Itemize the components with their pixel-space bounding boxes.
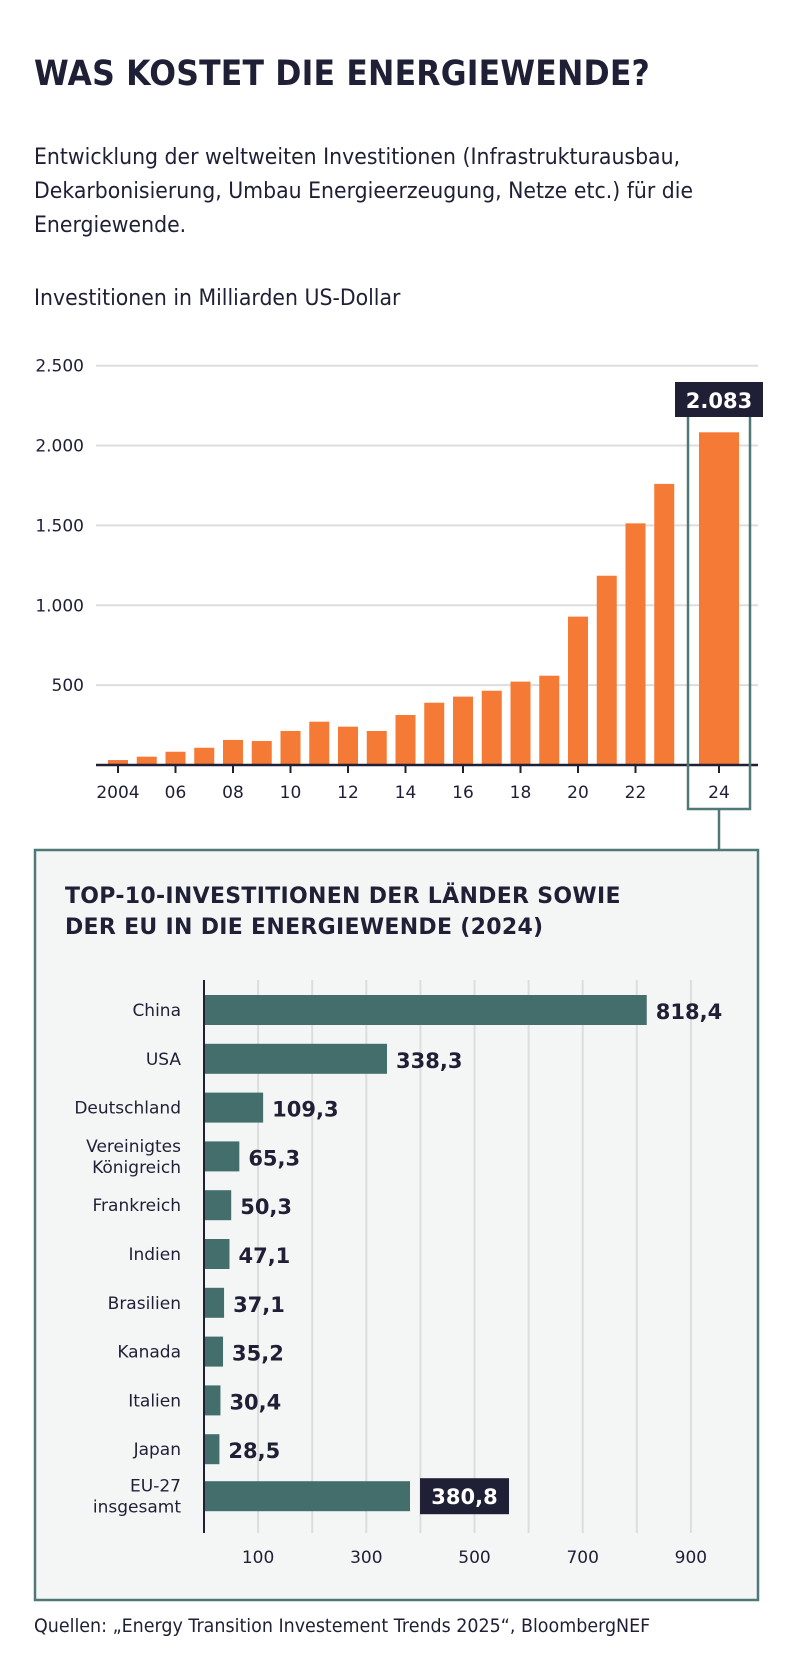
x-tick-label: 06	[165, 783, 187, 803]
panel-x-tick-label: 300	[350, 1548, 382, 1568]
bar-2007	[194, 747, 215, 765]
country-label: insgesamt	[93, 1498, 181, 1518]
country-bar	[204, 1481, 411, 1512]
page-title: WAS KOSTET DIE ENERGIEWENDE?	[34, 54, 650, 94]
country-label: Deutschland	[74, 1099, 181, 1119]
value-label: 47,1	[238, 1244, 290, 1268]
x-tick-label: 22	[625, 783, 647, 803]
country-label: Kanada	[117, 1343, 181, 1363]
country-label: Königreich	[92, 1158, 181, 1178]
bar-2017	[481, 690, 502, 765]
country-bar	[204, 1092, 264, 1123]
y-tick-label: 2.000	[35, 437, 84, 457]
bar-2005	[136, 756, 157, 765]
panel-title-line: DER EU IN DIE ENERGIEWENDE (2024)	[65, 915, 543, 940]
value-label: 109,3	[272, 1098, 338, 1122]
bar-2010	[280, 730, 301, 765]
y-axis-title: Investitionen in Milliarden US-Dollar	[34, 286, 401, 311]
bar-2004	[108, 760, 128, 765]
value-label-box	[675, 382, 763, 417]
source-note: Quellen: „Energy Transition Investement …	[34, 1615, 651, 1637]
panel-x-tick-label: 900	[675, 1548, 707, 1568]
country-label: Japan	[133, 1440, 181, 1460]
bar-2018	[510, 681, 531, 765]
x-tick-label: 2004	[96, 783, 139, 803]
country-label: Italien	[128, 1391, 181, 1411]
main-chart-bars	[108, 432, 739, 765]
panel-x-tick-label: 500	[458, 1548, 490, 1568]
x-tick-label: 12	[337, 783, 359, 803]
y-tick-label: 2.500	[35, 357, 84, 377]
bar-2009	[251, 741, 272, 765]
panel-title-line: TOP-10-INVESTITIONEN DER LÄNDER SOWIE	[65, 883, 621, 909]
bar-2023	[654, 483, 675, 765]
panel-x-tick-label: 100	[242, 1548, 274, 1568]
bar-2006	[165, 751, 186, 765]
x-tick-label: 24	[708, 783, 730, 803]
value-label: 35,2	[232, 1342, 284, 1366]
value-label: 37,1	[233, 1293, 285, 1317]
bar-2021	[596, 575, 617, 765]
bar-2012	[338, 726, 358, 765]
bar-2024	[699, 432, 739, 765]
country-label: Frankreich	[93, 1196, 182, 1216]
country-label: EU-27	[130, 1477, 181, 1497]
main-chart-gridlines: 500 1.000 1.500 2.000 2.500	[35, 357, 758, 696]
bar-2022	[625, 523, 646, 765]
bar-2019	[539, 675, 560, 765]
country-bar	[204, 1043, 388, 1074]
country-bar	[204, 1190, 232, 1221]
country-label: USA	[146, 1050, 182, 1070]
value-label-2024: 2.083	[686, 389, 752, 413]
highlight-2024: 2.083	[675, 382, 763, 849]
country-label: Brasilien	[108, 1294, 181, 1314]
bar-2011	[309, 721, 330, 765]
value-label: 50,3	[240, 1195, 292, 1219]
country-bar	[204, 1239, 230, 1269]
country-label: Indien	[128, 1245, 181, 1265]
x-tick-label: 10	[280, 783, 302, 803]
value-label: 338,3	[396, 1049, 462, 1073]
country-bar	[204, 1434, 220, 1465]
bar-2014	[395, 715, 416, 765]
panel-x-tick-label: 700	[566, 1548, 598, 1568]
value-label: 65,3	[248, 1146, 300, 1170]
x-tick-label: 08	[222, 783, 244, 803]
country-bar	[204, 1385, 221, 1416]
y-tick-label: 500	[52, 676, 84, 696]
bar-2013	[366, 730, 387, 765]
country-bar	[204, 1287, 225, 1318]
eu-value-box	[420, 1478, 510, 1515]
value-label: 28,5	[228, 1439, 280, 1463]
country-bar	[204, 1141, 240, 1172]
bar-2008	[223, 739, 243, 765]
value-label: 818,4	[656, 1000, 722, 1024]
bar-2015	[424, 702, 445, 765]
x-tick-label: 18	[510, 783, 532, 803]
x-tick-label: 16	[452, 783, 474, 803]
bar-2016	[453, 696, 473, 765]
y-tick-label: 1.000	[35, 596, 84, 616]
country-bar	[204, 995, 647, 1025]
y-tick-label: 1.500	[35, 516, 84, 536]
value-label: 30,4	[229, 1390, 281, 1414]
bar-2020	[568, 616, 588, 765]
x-tick-label: 14	[395, 783, 417, 803]
top10-panel: TOP-10-INVESTITIONEN DER LÄNDER SOWIE DER…	[33, 848, 760, 1602]
main-chart-x-axis: 2004 06 08 10 12 14 16 18 20 22 24	[96, 763, 758, 803]
subtitle: Entwicklung der weltweiten Investitionen…	[34, 145, 694, 238]
country-label: China	[132, 1001, 181, 1021]
country-bar	[204, 1336, 224, 1367]
country-label: Vereinigtes	[86, 1137, 181, 1157]
value-label: 380,8	[431, 1485, 497, 1509]
investment-chart: 500 1.000 1.500 2.000 2.500 2004 06 08 10 12 14 16…	[33, 357, 763, 1602]
x-tick-label: 20	[567, 783, 589, 803]
